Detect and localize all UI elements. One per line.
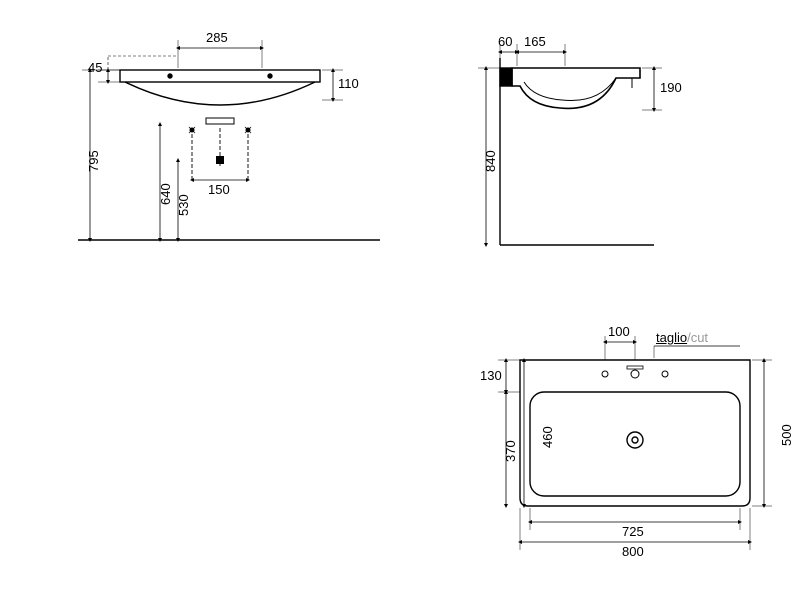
dim-725: 725 bbox=[622, 524, 644, 539]
dim-165: 165 bbox=[524, 34, 546, 49]
dim-190: 190 bbox=[660, 80, 682, 95]
dim-500: 500 bbox=[779, 424, 794, 446]
dim-60: 60 bbox=[498, 34, 512, 49]
dim-460: 460 bbox=[540, 426, 555, 448]
dim-285: 285 bbox=[206, 30, 228, 45]
dim-640: 640 bbox=[158, 183, 173, 205]
dim-840: 840 bbox=[483, 150, 498, 172]
dim-110: 110 bbox=[338, 76, 359, 91]
side-view bbox=[478, 44, 662, 245]
dim-800: 800 bbox=[622, 544, 644, 559]
dim-370: 370 bbox=[503, 440, 518, 462]
dim-530: 530 bbox=[176, 194, 191, 216]
dim-45: 45 bbox=[88, 60, 102, 75]
cut-label: taglio/cut bbox=[656, 330, 708, 345]
dim-100: 100 bbox=[608, 324, 630, 339]
dim-130: 130 bbox=[480, 368, 502, 383]
dim-795: 795 bbox=[86, 150, 101, 172]
front-view bbox=[78, 40, 380, 240]
cut-en: cut bbox=[691, 330, 708, 345]
cut-it: taglio bbox=[656, 330, 687, 345]
dim-150: 150 bbox=[208, 182, 230, 197]
